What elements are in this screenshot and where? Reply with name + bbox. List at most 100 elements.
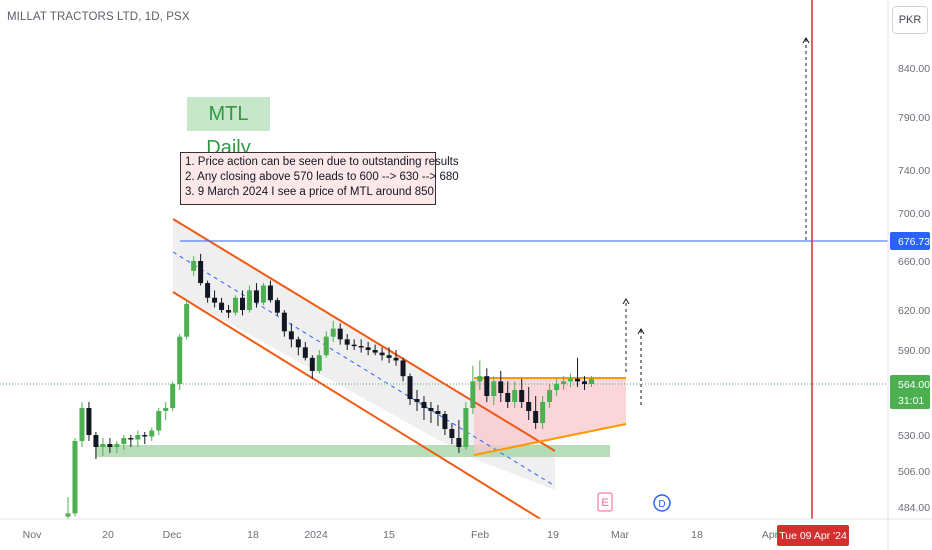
channel-upper-line [172,218,556,452]
candle-63 [505,381,511,408]
price-tick: 700.00 [898,208,930,220]
price-axis[interactable]: 840.00 790.00 740.00 700.00 660.00 620.00 590.… [888,0,932,519]
cursor-date-label: Tue 09 Apr '24 [777,525,849,546]
candle-5 [100,438,106,456]
candle-62 [498,370,504,402]
time-tick: 19 [547,529,559,541]
candle-17 [184,300,190,340]
candle-33 [295,336,301,356]
time-tick: Dec [163,529,182,541]
candle-34 [302,342,308,361]
candle-58 [470,365,476,414]
candle-6 [107,438,113,453]
time-tick: Nov [23,529,42,541]
candle-66 [526,387,532,420]
candle-49 [407,373,413,405]
candle-74 [582,376,588,390]
time-tick: 18 [691,529,703,541]
candle-29 [267,280,273,303]
support-zone [96,445,610,457]
candle-18 [191,256,197,276]
time-axis-bg [0,519,888,550]
candle-32 [288,323,294,348]
candle-40 [344,334,350,350]
time-tick: 2024 [304,529,328,541]
candle-38 [330,320,336,342]
candle-46 [386,347,392,364]
dividend-marker[interactable]: D [653,494,671,512]
dividend-marker-text: D [658,499,665,510]
time-tick: 15 [383,529,395,541]
candle-36 [316,350,322,374]
price-axis-bg [888,0,932,519]
currency-button[interactable]: PKR [892,6,928,34]
time-tick: 20 [102,529,114,541]
svg-text:Tue 09 Apr '24: Tue 09 Apr '24 [779,530,847,542]
candle-35 [309,355,315,379]
candle-27 [253,283,259,308]
horizontal-line-price-label: 676.73 [890,232,930,250]
candle-37 [323,331,329,358]
candle-9 [128,435,134,447]
candle-7 [114,441,120,453]
candle-44 [372,344,378,356]
candle-1 [72,438,78,517]
last-price-label: 564.00 31:01 [890,375,930,409]
candle-13 [156,408,162,435]
candle-47 [393,350,399,366]
time-tick: 18 [247,529,259,541]
candle-30 [274,297,280,316]
price-tick: 840.00 [898,63,930,75]
candle-16 [177,334,183,390]
earnings-marker-text: E [601,497,608,509]
candle-71 [561,376,567,390]
note-line-3: 3. 9 March 2024 I see a price of MTL aro… [185,186,434,198]
candle-2 [79,402,85,447]
candle-4 [93,432,99,459]
candle-15 [170,381,176,411]
price-tick: 620.00 [898,305,930,317]
mtl-daily-label[interactable]: MTL Daily [187,97,270,159]
note-line-2: 2. Any closing above 570 leads to 600 --… [185,171,459,183]
price-tick: 790.00 [898,112,930,124]
earnings-marker[interactable]: E [597,492,613,512]
candle-70 [554,378,560,396]
symbol-title: MILLAT TRACTORS LTD, 1D, PSX [7,11,190,23]
candle-10 [135,430,141,447]
candle-48 [400,357,406,382]
candle-72 [568,373,574,387]
price-tick: 506.00 [898,466,930,478]
candle-43 [365,342,371,356]
candle-61 [491,376,497,405]
price-tick: 590.00 [898,345,930,357]
candle-69 [547,384,553,408]
candle-12 [149,427,155,441]
candle-65 [519,378,525,408]
candle-21 [212,290,218,308]
candle-8 [121,435,127,450]
candle-50 [414,390,420,411]
triangle-bottom-line [473,423,627,456]
candle-54 [442,411,448,435]
channel-midline [172,251,556,487]
time-tick: Apr [762,529,779,541]
note-line-1: 1. Price action can be seen due to outst… [185,156,459,168]
candle-52 [428,402,434,423]
svg-text:564.00: 564.00 [898,379,930,391]
candle-24 [233,295,239,316]
candle-23 [226,305,232,318]
candle-59 [477,360,483,390]
candle-20 [205,280,211,303]
candle-57 [463,402,469,450]
candle-56 [456,420,462,453]
candle-75 [589,376,594,387]
countdown-label: 31:01 [898,395,924,407]
candle-51 [421,396,427,420]
candle-73 [575,357,581,387]
analysis-notes[interactable]: 1. Price action can be seen due to outst… [180,152,459,205]
candle-11 [142,432,148,444]
candles-layer [65,253,594,530]
